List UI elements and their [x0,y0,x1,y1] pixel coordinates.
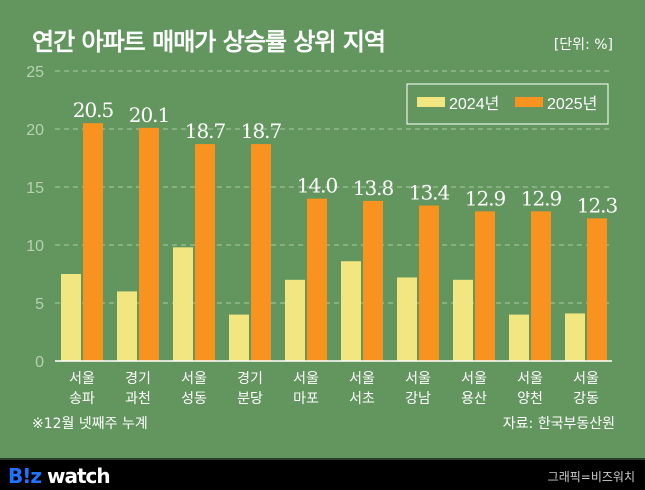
bar-2024 [509,314,529,361]
legend-label: 2024년 [449,95,499,113]
legend-box [406,83,609,125]
bar-2024 [397,277,417,361]
bar-2025 [251,144,271,361]
data-label: 13.8 [353,176,394,200]
x-tick-label: 성동 [181,391,207,407]
data-label: 12.9 [521,186,562,210]
y-tick-label: 15 [26,180,44,197]
y-tick-label: 10 [26,238,44,255]
bizwatch-logo: B!z watch [8,464,111,488]
data-label: 20.5 [73,98,114,122]
x-tick-label: 마포 [293,391,319,407]
data-label: 12.9 [465,186,506,210]
y-tick-label: 0 [35,354,44,371]
x-tick-label: 서울 [517,371,543,387]
footnote: ※12월 넷째주 누계 [32,416,148,432]
data-label: 20.1 [129,103,170,127]
data-label: 12.3 [577,193,618,217]
y-tick-label: 25 [26,64,44,81]
x-tick-label: 서울 [293,371,319,387]
bar-2025 [195,144,215,361]
bar-2024 [117,291,137,361]
x-tick-label: 양천 [517,391,543,407]
x-tick-label: 서울 [461,371,487,387]
source-label: 자료: 한국부동산원 [502,416,615,432]
x-tick-label: 경기 [237,371,263,387]
chart-title: 연간 아파트 매매가 상승률 상위 지역 [32,28,386,56]
bar-2024 [565,313,585,361]
bar-2024 [229,314,249,361]
bar-2025 [419,205,439,361]
bar-2025 [531,211,551,361]
bar-2025 [139,127,159,361]
x-tick-label: 서울 [181,371,207,387]
x-tick-label: 과천 [125,391,151,407]
y-tick-label: 5 [35,296,44,313]
bar-2024 [341,261,361,361]
bar-2025 [363,200,383,361]
legend-swatch [417,97,445,107]
bar-2024 [285,279,305,361]
x-tick-label: 서울 [69,371,95,387]
x-tick-label: 분당 [237,391,263,407]
footer-bar: B!z watch 그래픽=비즈워치 [0,458,645,490]
unit-label: [단위: %] [553,37,613,53]
x-tick-label: 강남 [405,391,431,407]
data-label: 14.0 [297,174,338,198]
legend-swatch [515,97,543,107]
bar-2025 [83,123,103,361]
legend-label: 2025년 [547,95,597,113]
x-tick-label: 송파 [69,391,95,407]
x-tick-label: 서울 [405,371,431,387]
data-label: 18.7 [185,119,226,143]
bar-2024 [453,279,473,361]
y-tick-label: 20 [26,122,44,139]
data-label: 18.7 [241,119,282,143]
x-tick-label: 경기 [125,371,151,387]
x-tick-label: 서초 [349,391,375,407]
bar-2025 [307,198,327,361]
x-tick-label: 강동 [573,391,599,407]
bar-2025 [587,218,607,361]
data-label: 13.4 [409,181,450,205]
bar-2024 [61,274,81,361]
bar-2025 [475,211,495,361]
x-tick-label: 서울 [573,371,599,387]
graphic-credit: 그래픽=비즈워치 [547,470,635,484]
x-tick-label: 서울 [349,371,375,387]
x-tick-label: 용산 [461,391,487,407]
bar-2024 [173,247,193,361]
